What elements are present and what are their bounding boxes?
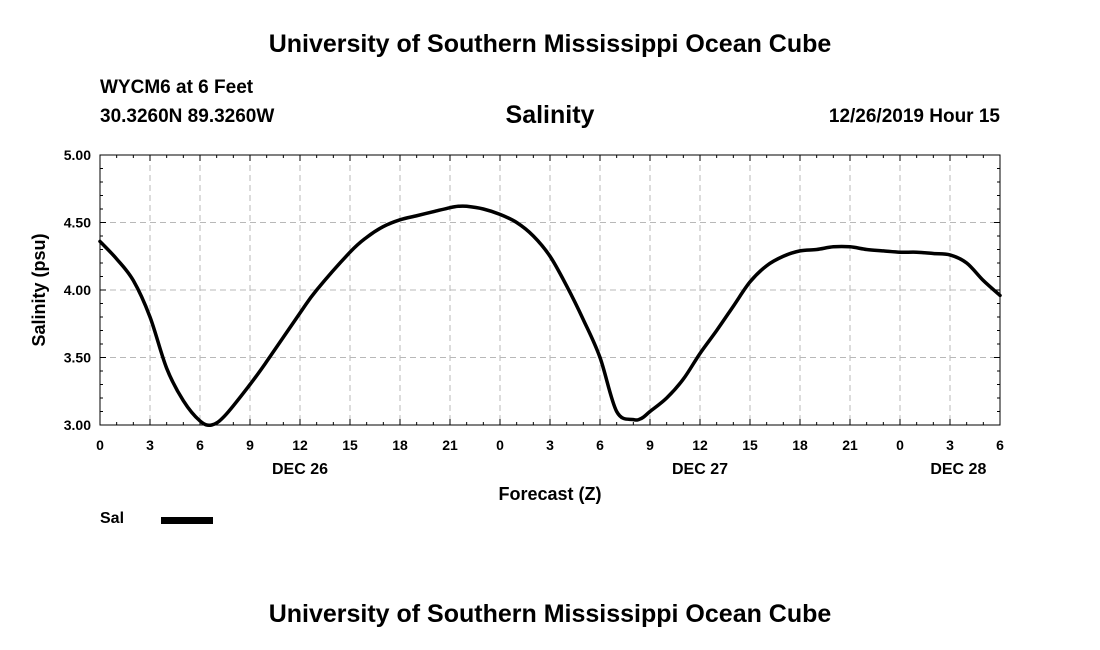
y-tick-label: 3.50 xyxy=(64,350,91,366)
x-tick-label: 3 xyxy=(546,437,554,453)
footer-title: University of Southern Mississippi Ocean… xyxy=(268,600,832,628)
y-tick-label: 3.00 xyxy=(64,417,91,433)
axis-labels: 0 3 6 9 12 15 18 21 0 3 6 9 12 15 18 21 0 3 6 3.00 3.50 4.00 4… xyxy=(64,147,1004,478)
forecast-datetime: 12/26/2019 Hour 15 xyxy=(828,106,1000,127)
chart-title: Salinity xyxy=(505,101,595,129)
date-label: DEC 26 xyxy=(272,461,328,478)
grid-lines xyxy=(100,155,1000,425)
x-tick-label: 6 xyxy=(596,437,604,453)
x-tick-label: 21 xyxy=(442,437,458,453)
x-tick-label: 9 xyxy=(646,437,654,453)
legend-line-swatch xyxy=(161,517,213,524)
x-tick-label: 12 xyxy=(692,437,708,453)
x-tick-label: 18 xyxy=(392,437,408,453)
date-label: DEC 28 xyxy=(930,461,986,478)
x-tick-label: 12 xyxy=(292,437,308,453)
y-axis-label: Salinity (psu) xyxy=(29,233,49,346)
y-tick-label: 5.00 xyxy=(64,147,91,163)
x-tick-label: 15 xyxy=(342,437,358,453)
x-tick-label: 21 xyxy=(842,437,858,453)
y-tick-label: 4.00 xyxy=(64,282,91,298)
y-tick-label: 4.50 xyxy=(64,215,91,231)
x-tick-label: 18 xyxy=(792,437,808,453)
series-line-sal xyxy=(98,204,1002,428)
x-tick-label: 9 xyxy=(246,437,254,453)
station-label: WYCM6 at 6 Feet xyxy=(100,77,254,98)
series-layer xyxy=(98,204,1002,428)
x-axis-label: Forecast (Z) xyxy=(498,484,601,504)
x-tick-label: 6 xyxy=(996,437,1004,453)
x-tick-label: 0 xyxy=(496,437,504,453)
x-tick-label: 6 xyxy=(196,437,204,453)
x-tick-label: 0 xyxy=(96,437,104,453)
axis-ticks xyxy=(99,154,1001,426)
date-label: DEC 27 xyxy=(672,461,728,478)
coordinates-label: 30.3260N 89.3260W xyxy=(100,106,275,127)
page-title: University of Southern Mississippi Ocean… xyxy=(268,30,832,58)
x-tick-label: 0 xyxy=(896,437,904,453)
x-tick-label: 3 xyxy=(146,437,154,453)
x-tick-label: 15 xyxy=(742,437,758,453)
x-tick-label: 3 xyxy=(946,437,954,453)
legend-label: Sal xyxy=(100,510,125,527)
